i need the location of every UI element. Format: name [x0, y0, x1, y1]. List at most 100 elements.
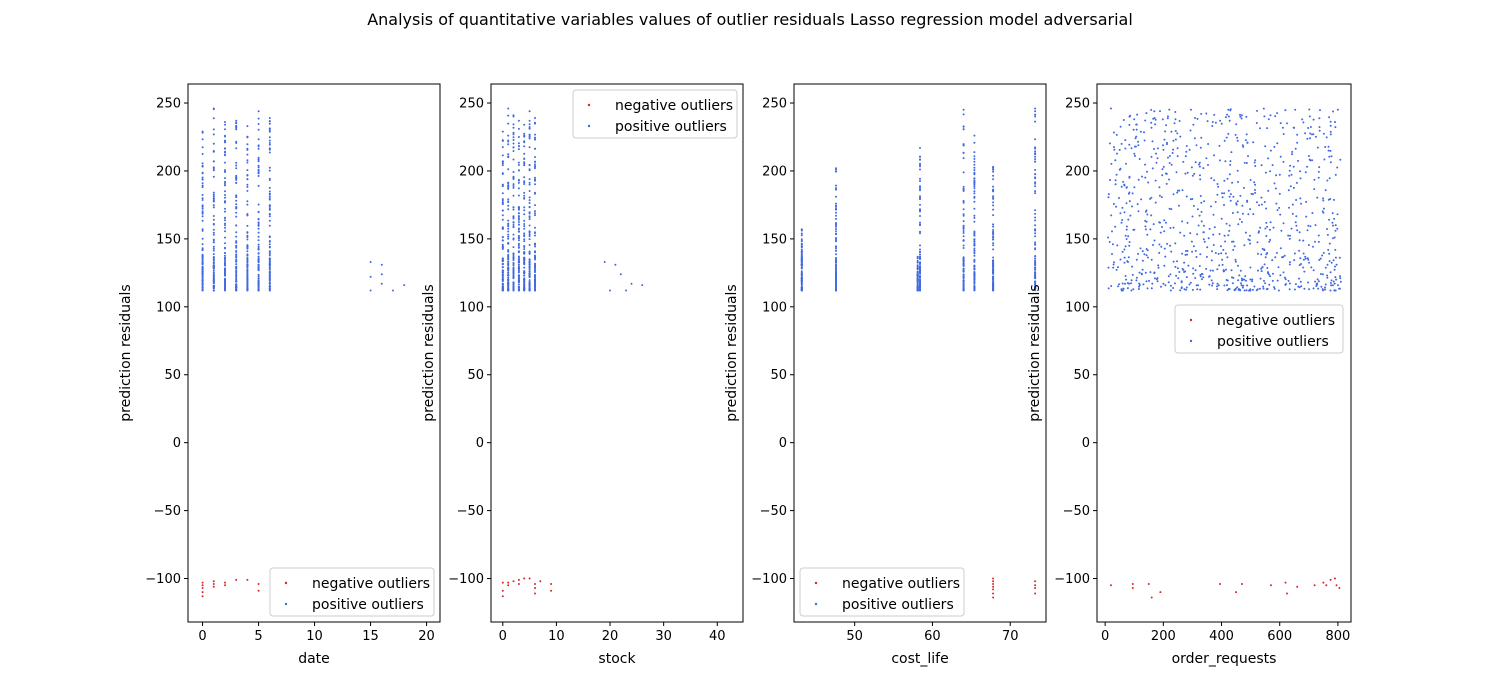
- positive-outlier-point: [513, 258, 515, 260]
- positive-outlier-point: [1333, 199, 1335, 201]
- positive-outlier-point: [213, 176, 215, 178]
- positive-outlier-point: [523, 180, 525, 182]
- positive-outlier-point: [523, 248, 525, 250]
- positive-outlier-point: [1317, 147, 1319, 149]
- positive-outlier-point: [1310, 266, 1312, 268]
- positive-outlier-point: [1335, 257, 1337, 259]
- positive-outlier-point: [1322, 273, 1324, 275]
- positive-outlier-point: [1257, 241, 1259, 243]
- positive-outlier-point: [502, 219, 504, 221]
- positive-outlier-point: [1203, 225, 1205, 227]
- positive-outlier-point: [224, 247, 226, 249]
- positive-outlier-point: [518, 237, 520, 239]
- positive-outlier-point: [513, 272, 515, 274]
- positive-outlier-point: [534, 214, 536, 216]
- positive-outlier-point: [269, 277, 271, 279]
- positive-outlier-point: [1034, 228, 1036, 230]
- positive-outlier-point: [963, 220, 965, 222]
- positive-outlier-point: [1224, 140, 1226, 142]
- positive-outlier-point: [1327, 249, 1329, 251]
- positive-outlier-point: [1210, 205, 1212, 207]
- positive-outlier-point: [801, 277, 803, 279]
- subplot-2: −100−500501001502002500 10 20 30 40stockpred…: [421, 84, 743, 667]
- positive-outlier-point: [1243, 187, 1245, 189]
- positive-outlier-point: [224, 154, 226, 156]
- positive-outlier-point: [1324, 287, 1326, 289]
- positive-outlier-point: [835, 230, 837, 232]
- positive-outlier-point: [534, 251, 536, 253]
- positive-outlier-point: [258, 110, 260, 112]
- positive-outlier-point: [1318, 117, 1320, 119]
- positive-outlier-point: [534, 183, 536, 185]
- positive-outlier-point: [513, 143, 515, 145]
- positive-outlier-point: [1330, 150, 1332, 152]
- positive-outlier-point: [963, 125, 965, 127]
- positive-outlier-point: [1157, 280, 1159, 282]
- positive-outlier-point: [1294, 109, 1296, 111]
- negative-outlier-point: [258, 583, 260, 585]
- positive-outlier-point: [258, 232, 260, 234]
- positive-outlier-point: [202, 249, 204, 251]
- positive-outlier-point: [1241, 284, 1243, 286]
- positive-outlier-point: [1034, 281, 1036, 283]
- positive-outlier-point: [224, 242, 226, 244]
- x-tick-label: 50: [846, 629, 863, 644]
- positive-outlier-point: [202, 285, 204, 287]
- positive-outlier-point: [919, 284, 921, 286]
- positive-outlier-point: [1304, 256, 1306, 258]
- x-tick-label: 20: [418, 629, 435, 644]
- positive-outlier-point: [534, 167, 536, 169]
- positive-outlier-point: [1244, 290, 1246, 292]
- positive-outlier-point: [258, 221, 260, 223]
- positive-outlier-point: [1184, 270, 1186, 272]
- positive-outlier-point: [235, 236, 237, 238]
- positive-outlier-point: [518, 142, 520, 144]
- positive-outlier-point: [1288, 207, 1290, 209]
- positive-outlier-point: [1034, 173, 1036, 175]
- positive-outlier-point: [1202, 167, 1204, 169]
- positive-outlier-point: [919, 231, 921, 233]
- positive-outlier-point: [1126, 226, 1128, 228]
- positive-outlier-point: [1245, 280, 1247, 282]
- positive-outlier-point: [1168, 281, 1170, 283]
- positive-outlier-point: [1146, 221, 1148, 223]
- positive-outlier-point: [963, 268, 965, 270]
- positive-outlier-point: [1336, 167, 1338, 169]
- positive-outlier-point: [269, 147, 271, 149]
- positive-outlier-point: [1211, 285, 1213, 287]
- positive-outlier-point: [513, 270, 515, 272]
- positive-outlier-point: [1157, 264, 1159, 266]
- positive-outlier-point: [1331, 155, 1333, 157]
- positive-outlier-point: [518, 179, 520, 181]
- positive-outlier-point: [1132, 192, 1134, 194]
- positive-outlier-point: [235, 122, 237, 124]
- positive-outlier-point: [1124, 257, 1126, 259]
- positive-outlier-point: [529, 138, 531, 140]
- positive-outlier-point: [973, 265, 975, 267]
- positive-outlier-point: [224, 141, 226, 143]
- positive-outlier-point: [213, 262, 215, 264]
- negative-outlier-point: [534, 583, 536, 585]
- positive-outlier-point: [963, 215, 965, 217]
- positive-outlier-point: [513, 262, 515, 264]
- positive-outlier-point: [963, 143, 965, 145]
- positive-outlier-point: [1136, 114, 1138, 116]
- positive-outlier-point: [523, 232, 525, 234]
- positive-outlier-point: [963, 230, 965, 232]
- positive-outlier-point: [213, 286, 215, 288]
- positive-outlier-point: [1151, 156, 1153, 158]
- negative-outlier-point: [1314, 584, 1316, 586]
- positive-outlier-point: [1108, 193, 1110, 195]
- positive-outlier-point: [1183, 262, 1185, 264]
- positive-outlier-point: [269, 243, 271, 245]
- positive-outlier-point: [1146, 171, 1148, 173]
- positive-outlier-point: [1227, 133, 1229, 135]
- positive-outlier-point: [1337, 213, 1339, 215]
- positive-outlier-point: [1220, 252, 1222, 254]
- positive-outlier-point: [534, 284, 536, 286]
- negative-outlier-point: [992, 583, 994, 585]
- positive-outlier-point: [835, 238, 837, 240]
- positive-outlier-point: [1111, 230, 1113, 232]
- positive-outlier-point: [1200, 275, 1202, 277]
- y-tick-label: 0: [779, 436, 787, 451]
